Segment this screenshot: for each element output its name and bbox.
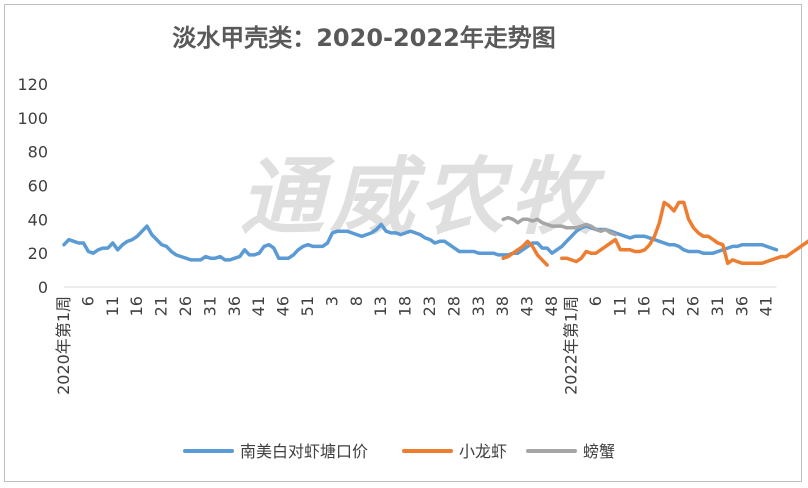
x-tick-label: 11	[610, 296, 629, 316]
x-tick-label: 36	[225, 296, 244, 316]
series-layer	[62, 200, 808, 267]
legend-label: 南美白对虾塘口价	[240, 442, 368, 461]
x-tick-label: 41	[249, 296, 268, 316]
x-tick-label: 26	[176, 296, 195, 316]
x-tick-label: 3	[322, 296, 341, 306]
x-tick-label: 48	[542, 296, 561, 316]
legend-label: 小龙虾	[459, 442, 507, 461]
chart-title: 淡水甲壳类：2020-2022年走势图	[172, 24, 556, 52]
x-tick-label: 51	[298, 296, 317, 316]
y-tick-label: 0	[38, 278, 48, 297]
chart-frame	[4, 4, 802, 482]
series-line	[501, 200, 808, 267]
x-axis: 2020年第1周 6 11 16 21 26 31 36 41 46 51 3 8 13 18 23 28 33 3…	[54, 286, 777, 395]
x-tick-label: 38	[493, 296, 512, 316]
x-tick-label: 6	[586, 296, 605, 306]
x-tick-label: 2022年第1周	[562, 296, 581, 395]
x-tick-label: 28	[444, 296, 463, 316]
x-tick-label: 36	[732, 296, 751, 316]
y-tick-label: 40	[28, 210, 48, 229]
x-tick-label: 31	[200, 296, 219, 316]
x-tick-label: 43	[518, 296, 537, 316]
x-tick-label: 13	[371, 296, 390, 316]
watermark-text: 通威农牧	[240, 148, 606, 246]
x-tick-label: 6	[78, 296, 97, 306]
series-line	[62, 222, 779, 262]
x-tick-label: 46	[274, 296, 293, 316]
x-tick-label: 31	[708, 296, 727, 316]
legend: 南美白对虾塘口价 小龙虾 螃蟹	[183, 442, 615, 461]
x-tick-label: 26	[684, 296, 703, 316]
x-tick-label: 18	[396, 296, 415, 316]
y-tick-label: 80	[28, 143, 48, 162]
y-tick-label: 60	[28, 177, 48, 196]
x-tick-label: 16	[127, 296, 146, 316]
y-tick-label: 120	[17, 75, 48, 94]
x-tick-label: 41	[757, 296, 776, 316]
x-tick-label: 21	[152, 296, 171, 316]
x-tick-label: 21	[659, 296, 678, 316]
x-tick-label: 16	[635, 296, 654, 316]
x-tick-label: 33	[469, 296, 488, 316]
x-tick-label: 11	[103, 296, 122, 316]
y-tick-label: 100	[17, 109, 48, 128]
legend-label: 螃蟹	[583, 442, 615, 461]
y-tick-label: 20	[28, 244, 48, 263]
y-axis: 0 20 40 60 80 100 120	[17, 75, 48, 297]
x-tick-label: 2020年第1周	[54, 296, 73, 395]
series-line	[501, 215, 618, 237]
x-tick-label: 8	[347, 296, 366, 306]
x-tick-label: 23	[420, 296, 439, 316]
